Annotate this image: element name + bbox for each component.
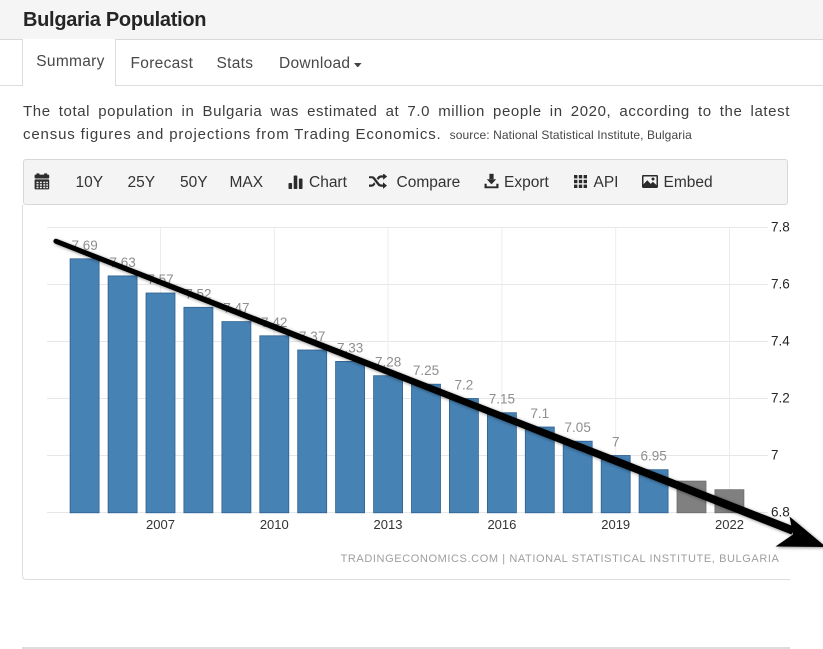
svg-text:2010: 2010 — [260, 517, 289, 532]
svg-text:2022: 2022 — [715, 517, 744, 532]
svg-text:7.8: 7.8 — [771, 220, 790, 235]
svg-text:7: 7 — [771, 448, 779, 463]
svg-text:7.05: 7.05 — [565, 420, 591, 435]
svg-text:2013: 2013 — [374, 517, 403, 532]
svg-text:7.1: 7.1 — [530, 406, 549, 421]
svg-text:7.15: 7.15 — [489, 392, 515, 407]
svg-text:7: 7 — [612, 435, 620, 450]
svg-text:7.25: 7.25 — [413, 363, 439, 378]
svg-text:6.95: 6.95 — [640, 449, 666, 464]
svg-text:2007: 2007 — [146, 517, 175, 532]
svg-text:7.2: 7.2 — [771, 391, 790, 406]
svg-text:7.4: 7.4 — [771, 334, 790, 349]
svg-text:2016: 2016 — [487, 517, 516, 532]
svg-text:2019: 2019 — [601, 517, 630, 532]
svg-text:6.8: 6.8 — [771, 505, 790, 520]
svg-text:7.2: 7.2 — [455, 378, 474, 393]
svg-text:TRADINGECONOMICS.COM | NATIONA: TRADINGECONOMICS.COM | NATIONAL STATISTI… — [341, 553, 780, 565]
svg-text:7.6: 7.6 — [771, 277, 790, 292]
